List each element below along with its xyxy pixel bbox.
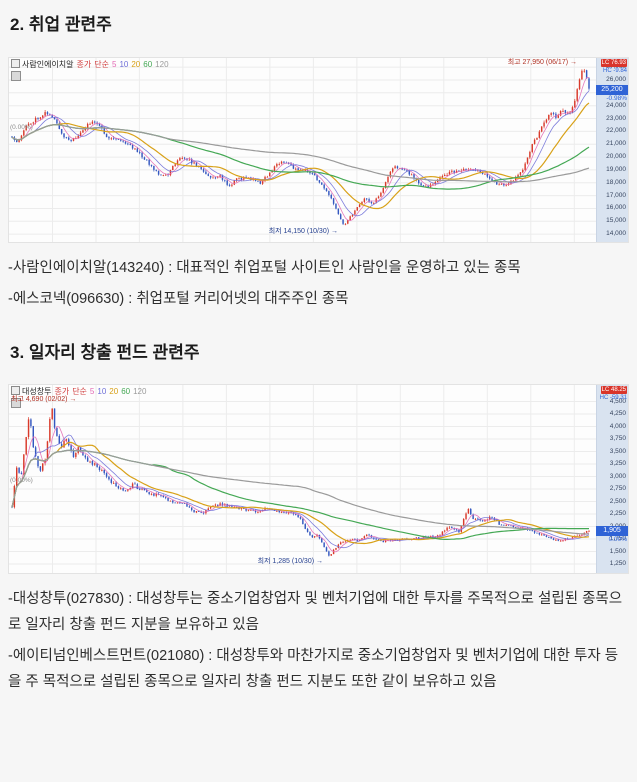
lc-label: LC 48.25 (600, 386, 627, 394)
close-price-label: 종가 (54, 387, 70, 396)
section-notes-employment: -사람인에이치알(143240) : 대표적인 취업포털 사이트인 사람인을 운… (8, 255, 629, 312)
price-tick-label: 15,000 (606, 217, 626, 224)
price-tick-label: 19,000 (606, 166, 626, 173)
checkbox-icon[interactable] (11, 386, 20, 395)
price-tick-label: 24,000 (606, 102, 626, 109)
candles (11, 408, 590, 557)
chart-tool-icon[interactable] (11, 71, 21, 81)
high-annotation: 최고 4,690 (02/02) → (11, 396, 77, 403)
ma-lines (11, 426, 590, 553)
price-tick-label: 3,250 (609, 460, 626, 467)
ma-period-120: 120 (133, 387, 147, 396)
price-tick-label: 22,000 (606, 127, 626, 134)
checkbox-icon[interactable] (11, 59, 20, 68)
high-annotation: 최고 27,950 (06/17) → (507, 59, 577, 66)
price-tick-label: 2,250 (609, 510, 626, 517)
price-tick-label: 4,500 (609, 398, 626, 405)
ma-period-20: 20 (109, 387, 119, 396)
current-change-pct: -0.98% (606, 95, 627, 102)
stock-name: 사람인에이치알 (22, 60, 74, 69)
price-tick-label: 21,000 (606, 140, 626, 147)
stock-chart-saraminhr: 27,00026,00025,00024,00023,00022,00021,0… (8, 57, 629, 243)
stock-chart-daesungchangtu: 4,500 4,250 4,000 3,750 3,500 3,250 3,000 2,750… (8, 384, 629, 574)
price-tick-label: 16,000 (606, 204, 626, 211)
price-tick-label: 26,000 (606, 76, 626, 83)
price-tick-label: 4,000 (609, 423, 626, 430)
close-price-label: 종가 (76, 60, 92, 69)
price-tick-label: 14,000 (606, 230, 626, 237)
chart-legend: 사람인에이치알 종가 단순 5 10 20 60 120 (11, 59, 172, 70)
ma-period-20: 20 (131, 60, 141, 69)
hc-label: HC -59.31 (599, 395, 627, 401)
stock-note-daesungchangtu: -대성창투(027830) : 대성창투는 중소기업창업자 및 벤처기업에 대한… (8, 591, 623, 633)
ma-period-60: 60 (121, 387, 131, 396)
price-tick-label: 18,000 (606, 179, 626, 186)
section-heading-employment: 2. 취업 관련주 (10, 15, 112, 34)
stock-note-atinum: -에이티넘인베스트먼트(021080) : 대성창투와 마찬가지로 중소기업창업… (8, 648, 619, 690)
price-tick-label: 3,750 (609, 435, 626, 442)
current-price-box: 25,200 (596, 85, 628, 95)
price-tick-label: 17,000 (606, 192, 626, 199)
hc-label: HC -9.84 (602, 68, 627, 74)
ma-period-5: 5 (89, 387, 95, 396)
lc-label: LC 76.93 (600, 59, 627, 67)
ma-type-label: 단순 (72, 387, 87, 396)
stock-note-saraminhr: -사람인에이치알(143240) : 대표적인 취업포털 사이트인 사람인을 운… (8, 260, 521, 276)
reference-pct-label: (0.00%) (10, 477, 33, 484)
ma-period-60: 60 (143, 60, 153, 69)
ma-period-5: 5 (112, 60, 117, 69)
price-axis: 27,00026,00025,00024,00023,00022,00021,0… (596, 58, 628, 242)
price-tick-label: 20,000 (606, 153, 626, 160)
section-notes-jobfund: -대성창투(027830) : 대성창투는 중소기업창업자 및 벤처기업에 대한… (8, 586, 629, 695)
price-axis: 4,500 4,250 4,000 3,750 3,500 3,250 3,000 2,750… (596, 385, 628, 573)
ma-period-10: 10 (119, 60, 129, 69)
price-tick-label: 3,500 (609, 448, 626, 455)
grid (9, 58, 596, 242)
candlestick-plot (9, 58, 596, 242)
price-tick-label: 1,500 (609, 548, 626, 555)
chart-tool-icon[interactable] (11, 398, 21, 408)
stock-name: 대성창투 (22, 387, 52, 396)
current-price-box: 1,905 (596, 526, 628, 536)
ma-period-10: 10 (97, 387, 107, 396)
current-change-pct: 0.00% (608, 536, 627, 543)
price-tick-label: 4,250 (609, 410, 626, 417)
price-tick-label: 3,000 (609, 473, 626, 480)
low-annotation: 최저 14,150 (10/30) → (268, 228, 338, 235)
ma-lines (11, 77, 590, 222)
section-heading-jobfund: 3. 일자리 창출 펀드 관련주 (10, 343, 200, 362)
price-tick-label: 23,000 (606, 115, 626, 122)
price-tick-label: 1,750 (609, 535, 626, 542)
article-body: 2. 취업 관련주 27,00026,00025,00024,00023,000… (0, 10, 637, 695)
price-tick-label: 1,250 (609, 560, 626, 567)
price-tick-label: 2,750 (609, 485, 626, 492)
grid (9, 385, 596, 573)
candlestick-plot (9, 385, 596, 573)
price-tick-label: 2,500 (609, 498, 626, 505)
low-annotation: 최저 1,285 (10/30) → (257, 558, 323, 565)
reference-pct-label: (0.00%) (10, 124, 33, 131)
chart-legend: 대성창투 종가 단순 5 10 20 60 120 (11, 386, 149, 397)
stock-note-esconec: -에스코넥(096630) : 취업포털 커리어넷의 대주주인 종목 (8, 291, 349, 307)
ma-period-120: 120 (155, 60, 169, 69)
ma-type-label: 단순 (94, 60, 109, 69)
